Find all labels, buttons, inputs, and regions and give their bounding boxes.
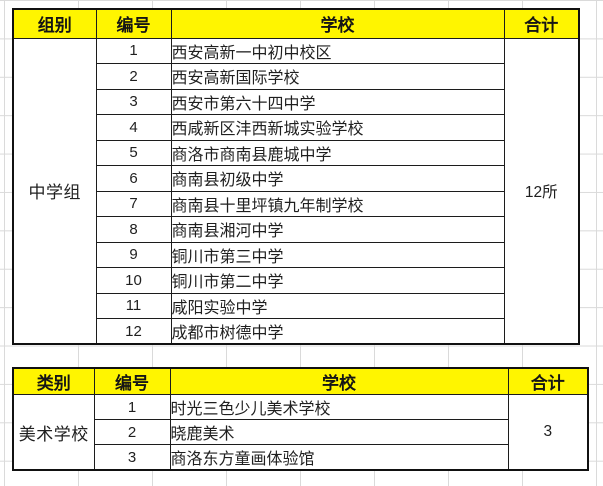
school-name-cell: 铜川市第三中学: [170, 241, 505, 268]
table-row: 8 商南县湘河中学: [13, 216, 579, 243]
column-header-group: 组别: [12, 8, 97, 39]
column-header-number: 编号: [93, 367, 171, 395]
table-row: 6 商南县初级中学: [13, 165, 579, 192]
table-row: 10 铜川市第二中学: [13, 267, 579, 294]
table-row: 4 西咸新区沣西新城实验学校: [13, 114, 579, 141]
school-name-cell: 时光三色少儿美术学校: [169, 394, 509, 420]
row-number-cell: 3: [95, 88, 172, 115]
total-cell: 12所: [503, 37, 580, 345]
table-row: 2 西安高新国际学校: [13, 63, 579, 90]
column-header-total: 合计: [507, 367, 589, 395]
group-label-cell: 美术学校: [12, 394, 95, 471]
table-row: 2 晓鹿美术: [13, 419, 588, 445]
school-name-cell: 晓鹿美术: [169, 419, 509, 445]
school-name-cell: 商洛东方童画体验馆: [169, 444, 509, 471]
table-row: 12 成都市树德中学: [13, 318, 579, 345]
table-row: 3 西安市第六十四中学: [13, 88, 579, 115]
table-row: 11 咸阳实验中学: [13, 292, 579, 319]
row-number-cell: 10: [95, 267, 172, 294]
school-name-cell: 西安高新一中初中校区: [170, 37, 505, 64]
school-name-cell: 西安高新国际学校: [170, 63, 505, 90]
school-name-cell: 商南县湘河中学: [170, 216, 505, 243]
row-number-cell: 11: [95, 292, 172, 319]
table-row: 9 铜川市第三中学: [13, 241, 579, 268]
school-name-cell: 商洛市商南县鹿城中学: [170, 139, 505, 166]
row-number-cell: 12: [95, 318, 172, 345]
column-header-number: 编号: [95, 8, 172, 39]
table-row: 中学组 1 西安高新一中初中校区 12所: [12, 37, 580, 345]
row-number-cell: 7: [95, 190, 172, 217]
table-row: 7 商南县十里坪镇九年制学校: [13, 190, 579, 217]
row-number-cell: 5: [95, 139, 172, 166]
table-body: 美术学校 1 时光三色少儿美术学校 3 2 晓鹿美术 3 商洛东方童画体验馆: [12, 394, 589, 471]
column-header-school: 学校: [169, 367, 509, 395]
row-number-cell: 3: [93, 444, 171, 471]
row-number-cell: 2: [95, 63, 172, 90]
table-row: 5 商洛市商南县鹿城中学: [13, 139, 579, 166]
column-header-total: 合计: [503, 8, 580, 39]
row-number-cell: 8: [95, 216, 172, 243]
row-number-cell: 1: [93, 394, 171, 420]
school-name-cell: 西咸新区沣西新城实验学校: [170, 114, 505, 141]
row-number-cell: 6: [95, 165, 172, 192]
school-name-cell: 商南县初级中学: [170, 165, 505, 192]
total-cell: 3: [507, 394, 589, 471]
table-row: 美术学校 1 时光三色少儿美术学校 3: [12, 394, 589, 471]
school-name-cell: 西安市第六十四中学: [170, 88, 505, 115]
row-number-cell: 4: [95, 114, 172, 141]
group-label-cell: 中学组: [12, 37, 97, 345]
row-number-cell: 9: [95, 241, 172, 268]
art-school-table: 类别 编号 学校 合计 美术学校 1 时光三色少儿美术学校 3 2 晓鹿美术 3 商洛东方童画…: [12, 367, 589, 471]
school-name-cell: 铜川市第二中学: [170, 267, 505, 294]
school-name-cell: 成都市树德中学: [170, 318, 505, 345]
table-header-row: 类别 编号 学校 合计: [12, 367, 589, 395]
table-body: 中学组 1 西安高新一中初中校区 12所 2 西安高新国际学校 3 西安市第六十四中学 4 西咸新…: [12, 37, 580, 345]
column-header-category: 类别: [12, 367, 95, 395]
school-name-cell: 咸阳实验中学: [170, 292, 505, 319]
table-header-row: 组别 编号 学校 合计: [12, 8, 580, 39]
row-number-cell: 1: [95, 37, 172, 64]
school-name-cell: 商南县十里坪镇九年制学校: [170, 190, 505, 217]
table-row: 3 商洛东方童画体验馆: [13, 444, 588, 471]
column-header-school: 学校: [170, 8, 505, 39]
row-number-cell: 2: [93, 419, 171, 445]
middle-school-group-table: 组别 编号 学校 合计 中学组 1 西安高新一中初中校区 12所 2 西安高新国际学校 3 西…: [12, 8, 580, 345]
